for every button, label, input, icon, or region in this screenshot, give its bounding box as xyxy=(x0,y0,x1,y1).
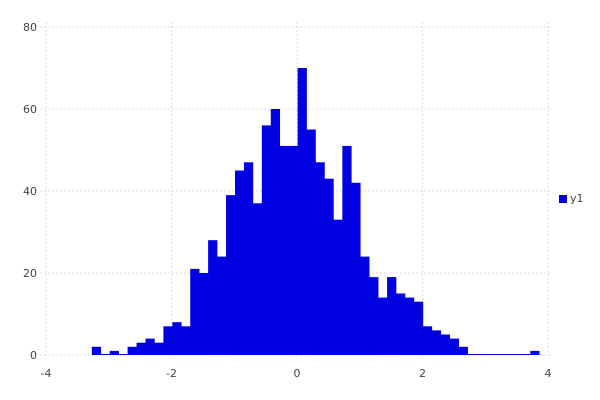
histogram-bar xyxy=(530,350,540,355)
x-tick-label: 0 xyxy=(294,367,301,380)
histogram-bar xyxy=(360,256,370,355)
histogram-bar xyxy=(315,162,325,355)
histogram-bar xyxy=(127,346,137,355)
y-tick-label: 60 xyxy=(23,103,37,116)
legend-swatch xyxy=(559,194,567,203)
histogram-bar xyxy=(91,346,102,355)
y-tick-label: 80 xyxy=(23,21,37,34)
histogram-bar xyxy=(458,346,468,355)
histogram-bar xyxy=(387,277,397,355)
histogram-bar xyxy=(234,170,245,355)
histogram-bar xyxy=(324,178,334,355)
x-tick-label: -2 xyxy=(166,367,177,380)
histogram-bar xyxy=(163,326,173,355)
histogram-bar xyxy=(243,162,254,355)
histogram-bar xyxy=(279,145,289,355)
histogram-bar xyxy=(181,326,191,355)
histogram-bar xyxy=(512,354,522,355)
y-tick-label: 0 xyxy=(30,349,37,362)
x-tick-label: 4 xyxy=(545,367,552,380)
legend: y1 xyxy=(559,192,584,205)
histogram-bar xyxy=(422,326,433,355)
histogram-bar xyxy=(226,195,236,355)
histogram-bar xyxy=(449,338,459,355)
histogram-bar xyxy=(503,354,513,355)
histogram-bar xyxy=(404,297,415,355)
histogram-bar xyxy=(100,354,111,355)
histogram-bar xyxy=(154,342,164,355)
histogram-bar xyxy=(431,330,442,355)
histogram-bar xyxy=(261,125,272,356)
histogram-bar xyxy=(440,334,451,355)
histogram-bar xyxy=(494,354,504,355)
histogram-bar xyxy=(378,297,388,355)
x-tick-label: -4 xyxy=(41,367,52,380)
histogram-bar xyxy=(288,145,298,355)
histogram-bar xyxy=(217,256,227,355)
histogram-bar xyxy=(369,277,379,355)
histogram-bar xyxy=(199,273,209,355)
histogram-bar xyxy=(476,354,486,355)
histogram-bar xyxy=(467,354,477,355)
histogram-bar xyxy=(396,293,406,355)
histogram-bar xyxy=(297,68,307,355)
histogram-bar xyxy=(136,342,146,355)
histogram-bar xyxy=(252,203,263,355)
histogram-bar xyxy=(306,129,316,355)
histogram-bar xyxy=(413,301,424,355)
histogram-bar xyxy=(342,145,352,355)
histogram-bar xyxy=(145,338,155,355)
x-tick-label: 2 xyxy=(419,367,426,380)
histogram-bar xyxy=(333,219,343,355)
histogram-bar xyxy=(172,322,182,355)
histogram-bar xyxy=(270,109,281,355)
histogram-bar xyxy=(208,240,218,355)
histogram-bar xyxy=(190,268,200,355)
legend-label: y1 xyxy=(570,192,584,205)
y-tick-label: 20 xyxy=(23,267,37,280)
histogram-bar xyxy=(109,350,119,355)
histogram-bar xyxy=(485,354,495,355)
histogram-bar xyxy=(118,354,128,355)
histogram-bar xyxy=(521,354,531,355)
y-tick-label: 40 xyxy=(23,185,37,198)
histogram-bar xyxy=(351,182,361,355)
